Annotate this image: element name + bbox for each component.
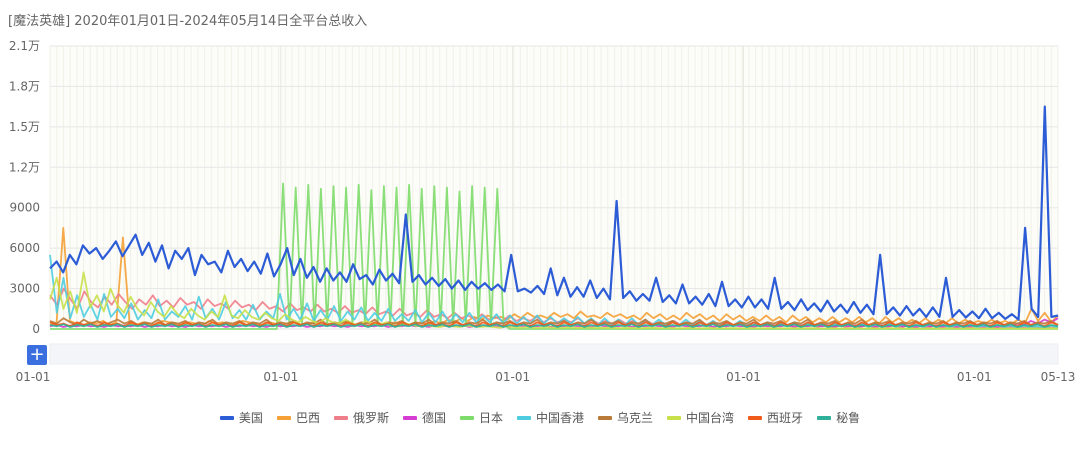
- x-tick-label: 01-01: [726, 370, 761, 384]
- y-tick-label: 1.8万: [9, 79, 40, 93]
- legend-swatch: [817, 415, 832, 420]
- y-tick-label: 6000: [9, 241, 40, 255]
- legend-item[interactable]: 德国: [402, 409, 446, 426]
- series-line-1: [49, 105, 1059, 321]
- zoom-in-button[interactable]: +: [27, 345, 47, 365]
- x-axis: 01-01 01-01 01-01 01-01 01-01 05-13: [16, 370, 1076, 384]
- series-line-10: [49, 323, 1059, 328]
- legend-swatch: [598, 415, 613, 420]
- legend-label: 中国台湾: [686, 411, 735, 425]
- legend-label: 巴西: [295, 411, 320, 425]
- legend-label: 德国: [421, 411, 446, 425]
- legend-swatch: [517, 415, 531, 420]
- legend-item[interactable]: 乌克兰: [598, 409, 653, 426]
- y-tick-label: 0: [32, 322, 40, 336]
- y-tick-label: 1.2万: [9, 160, 40, 174]
- legend-item[interactable]: 中国台湾: [667, 409, 734, 426]
- series-lines: [49, 105, 1059, 330]
- legend-item[interactable]: 日本: [459, 409, 503, 426]
- series-line-6: [49, 254, 1059, 329]
- y-tick-label: 1.5万: [9, 120, 40, 134]
- legend-label: 俄罗斯: [352, 411, 389, 425]
- legend-swatch: [276, 415, 291, 420]
- legend-label: 西班牙: [767, 411, 804, 425]
- legend-label: 日本: [478, 411, 503, 425]
- legend-swatch: [459, 415, 474, 420]
- legend-swatch: [402, 415, 417, 420]
- x-tick-label: 01-01: [957, 370, 992, 384]
- series-line-8: [49, 271, 1059, 330]
- legend-item[interactable]: 巴西: [276, 409, 320, 426]
- legend-item[interactable]: 中国香港: [517, 409, 584, 426]
- zoom-slider-track[interactable]: [49, 343, 1059, 365]
- y-axis: 0 3000 6000 9000 1.2万 1.5万 1.8万 2.1万: [9, 39, 40, 336]
- x-tick-label: 01-01: [263, 370, 298, 384]
- legend-label: 乌克兰: [617, 411, 654, 425]
- legend-label: 中国香港: [536, 411, 585, 425]
- chart-title: [魔法英雄] 2020年01月01日-2024年05月14日全平台总收入: [8, 14, 368, 29]
- x-tick-label: 05-13: [1041, 370, 1076, 384]
- legend-item[interactable]: 秘鲁: [817, 409, 860, 426]
- y-tick-label: 3000: [9, 282, 40, 296]
- legend-item[interactable]: 美国: [219, 409, 263, 426]
- y-tick-label: 2.1万: [9, 39, 40, 53]
- legend-swatch: [667, 415, 682, 420]
- legend-swatch: [333, 415, 348, 420]
- zoom-slider[interactable]: [49, 343, 1059, 365]
- y-tick-label: 9000: [9, 201, 40, 215]
- x-tick-label: 01-01: [16, 370, 51, 384]
- legend-label: 美国: [238, 411, 263, 425]
- grid-lines: [49, 45, 1059, 330]
- legend-swatch: [219, 415, 234, 420]
- legend: 美国 巴西 俄罗斯 德国 日本 中国香港 乌克兰 中国台湾 西班牙 秘鲁: [0, 409, 1080, 426]
- x-tick-label: 01-01: [495, 370, 530, 384]
- legend-item[interactable]: 西班牙: [748, 409, 803, 426]
- legend-label: 秘鲁: [836, 411, 861, 425]
- legend-swatch: [748, 415, 763, 420]
- legend-item[interactable]: 俄罗斯: [333, 409, 389, 426]
